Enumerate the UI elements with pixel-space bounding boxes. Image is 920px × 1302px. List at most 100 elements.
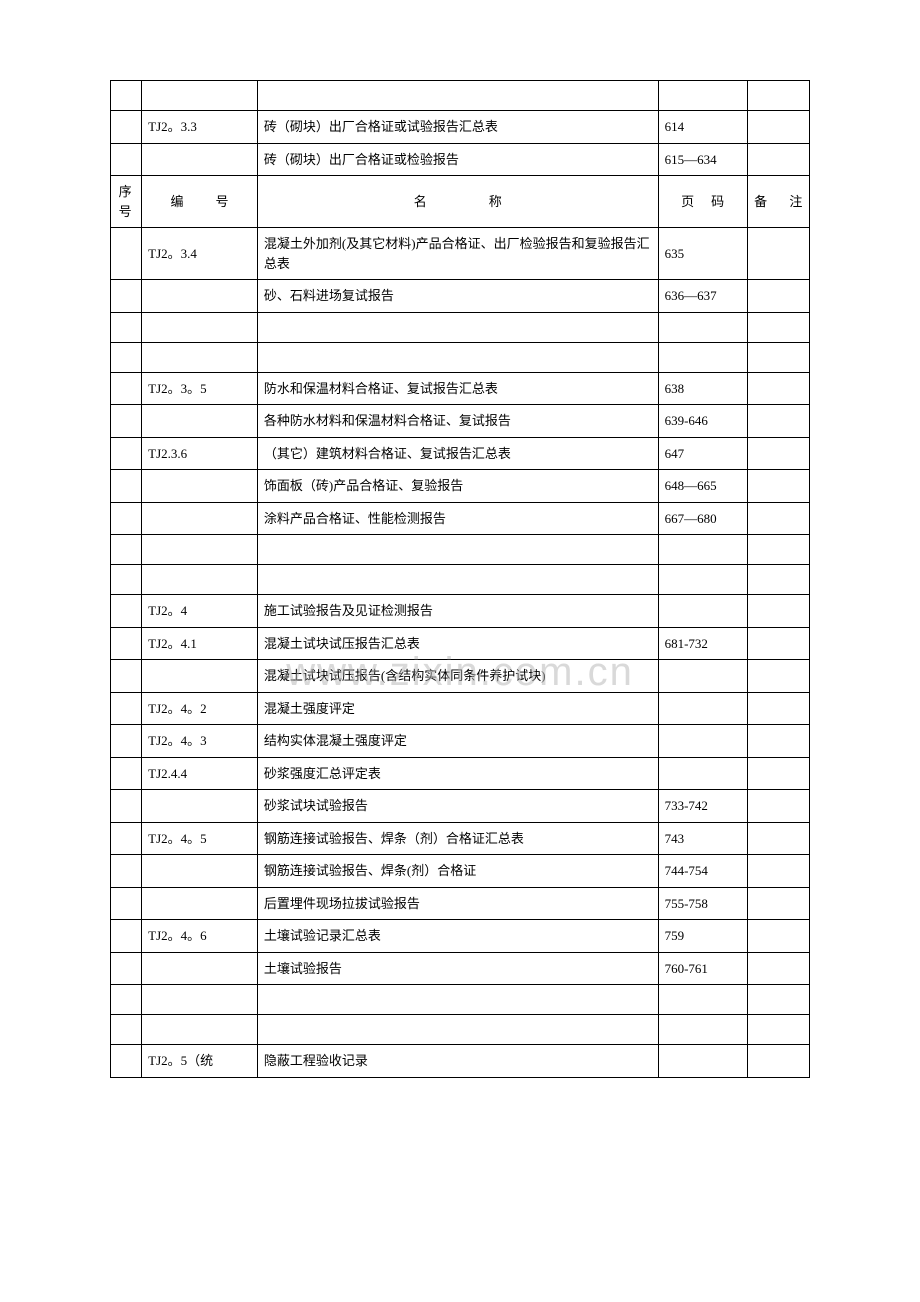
- cell-seq: [111, 565, 142, 595]
- table-row: TJ2。4。5钢筋连接试验报告、焊条（剂）合格证汇总表743: [111, 822, 810, 855]
- document-table: TJ2。3.3砖（砌块）出厂合格证或试验报告汇总表614砖（砌块）出厂合格证或检…: [110, 80, 810, 1078]
- table-row: TJ2。4施工试验报告及见证检测报告: [111, 595, 810, 628]
- table-row: [111, 1015, 810, 1045]
- cell-seq: [111, 502, 142, 535]
- cell-page: 733-742: [658, 790, 747, 823]
- cell-code: TJ2.3.6: [142, 437, 258, 470]
- cell-code: TJ2。4。6: [142, 920, 258, 953]
- cell-page: 636—637: [658, 280, 747, 313]
- cell-code: [142, 280, 258, 313]
- cell-seq: [111, 81, 142, 111]
- cell-page: 681-732: [658, 627, 747, 660]
- cell-remark: [747, 790, 809, 823]
- cell-name: [257, 342, 658, 372]
- cell-code: [142, 312, 258, 342]
- table-row: [111, 312, 810, 342]
- cell-page: 759: [658, 920, 747, 953]
- cell-name: [257, 81, 658, 111]
- cell-remark: [747, 822, 809, 855]
- cell-remark: [747, 372, 809, 405]
- cell-name: 混凝土试块试压报告汇总表: [257, 627, 658, 660]
- cell-remark: [747, 565, 809, 595]
- cell-page: [658, 692, 747, 725]
- cell-page: 647: [658, 437, 747, 470]
- cell-seq: [111, 757, 142, 790]
- table-row: 混凝土试块试压报告(含结构实体同条件养护试块): [111, 660, 810, 693]
- cell-page: 744-754: [658, 855, 747, 888]
- cell-remark: [747, 143, 809, 176]
- cell-name: 砂浆强度汇总评定表: [257, 757, 658, 790]
- table-row: 涂料产品合格证、性能检测报告667—680: [111, 502, 810, 535]
- header-remark: 备 注: [747, 176, 809, 228]
- cell-remark: [747, 952, 809, 985]
- cell-seq: [111, 790, 142, 823]
- cell-seq: [111, 822, 142, 855]
- cell-name: （其它）建筑材料合格证、复试报告汇总表: [257, 437, 658, 470]
- cell-name: 混凝土外加剂(及其它材料)产品合格证、出厂检验报告和复验报告汇总表: [257, 228, 658, 280]
- table-row: [111, 535, 810, 565]
- header-name: 名 称: [257, 176, 658, 228]
- table-row: 序号编 号名 称页 码备 注: [111, 176, 810, 228]
- cell-page: [658, 1045, 747, 1078]
- cell-code: [142, 952, 258, 985]
- cell-name: [257, 312, 658, 342]
- cell-page: 615—634: [658, 143, 747, 176]
- table-body: TJ2。3.3砖（砌块）出厂合格证或试验报告汇总表614砖（砌块）出厂合格证或检…: [111, 81, 810, 1078]
- cell-remark: [747, 595, 809, 628]
- cell-remark: [747, 887, 809, 920]
- cell-code: TJ2。4.1: [142, 627, 258, 660]
- cell-page: [658, 1015, 747, 1045]
- cell-name: 砂浆试块试验报告: [257, 790, 658, 823]
- header-page: 页 码: [658, 176, 747, 228]
- cell-code: TJ2。3.4: [142, 228, 258, 280]
- cell-seq: [111, 887, 142, 920]
- cell-name: 土壤试验记录汇总表: [257, 920, 658, 953]
- cell-page: 743: [658, 822, 747, 855]
- table-row: [111, 565, 810, 595]
- table-row: 砖（砌块）出厂合格证或检验报告615—634: [111, 143, 810, 176]
- cell-seq: [111, 143, 142, 176]
- cell-name: 各种防水材料和保温材料合格证、复试报告: [257, 405, 658, 438]
- cell-seq: [111, 692, 142, 725]
- table-row: TJ2.4.4砂浆强度汇总评定表: [111, 757, 810, 790]
- cell-remark: [747, 855, 809, 888]
- cell-seq: [111, 627, 142, 660]
- cell-seq: [111, 228, 142, 280]
- cell-code: [142, 855, 258, 888]
- cell-name: [257, 985, 658, 1015]
- cell-code: [142, 790, 258, 823]
- header-code: 编 号: [142, 176, 258, 228]
- cell-seq: [111, 660, 142, 693]
- table-row: 砂浆试块试验报告733-742: [111, 790, 810, 823]
- cell-code: [142, 81, 258, 111]
- table-row: 后置埋件现场拉拔试验报告755-758: [111, 887, 810, 920]
- cell-seq: [111, 437, 142, 470]
- cell-name: 混凝土强度评定: [257, 692, 658, 725]
- cell-seq: [111, 312, 142, 342]
- cell-seq: [111, 595, 142, 628]
- cell-page: 635: [658, 228, 747, 280]
- cell-code: [142, 342, 258, 372]
- cell-name: 砂、石料进场复试报告: [257, 280, 658, 313]
- table-row: TJ2。4。3结构实体混凝土强度评定: [111, 725, 810, 758]
- cell-remark: [747, 1045, 809, 1078]
- table-row: TJ2。3.4混凝土外加剂(及其它材料)产品合格证、出厂检验报告和复验报告汇总表…: [111, 228, 810, 280]
- cell-remark: [747, 280, 809, 313]
- cell-page: [658, 342, 747, 372]
- cell-code: TJ2。5（统: [142, 1045, 258, 1078]
- cell-page: [658, 725, 747, 758]
- table-row: 钢筋连接试验报告、焊条(剂）合格证744-754: [111, 855, 810, 888]
- cell-page: 638: [658, 372, 747, 405]
- cell-remark: [747, 437, 809, 470]
- cell-seq: [111, 1045, 142, 1078]
- cell-seq: [111, 920, 142, 953]
- table-row: 饰面板（砖)产品合格证、复验报告648—665: [111, 470, 810, 503]
- cell-remark: [747, 535, 809, 565]
- cell-page: 614: [658, 111, 747, 144]
- cell-seq: [111, 535, 142, 565]
- cell-code: TJ2。4。5: [142, 822, 258, 855]
- cell-code: [142, 887, 258, 920]
- cell-name: 土壤试验报告: [257, 952, 658, 985]
- cell-remark: [747, 470, 809, 503]
- cell-page: 667—680: [658, 502, 747, 535]
